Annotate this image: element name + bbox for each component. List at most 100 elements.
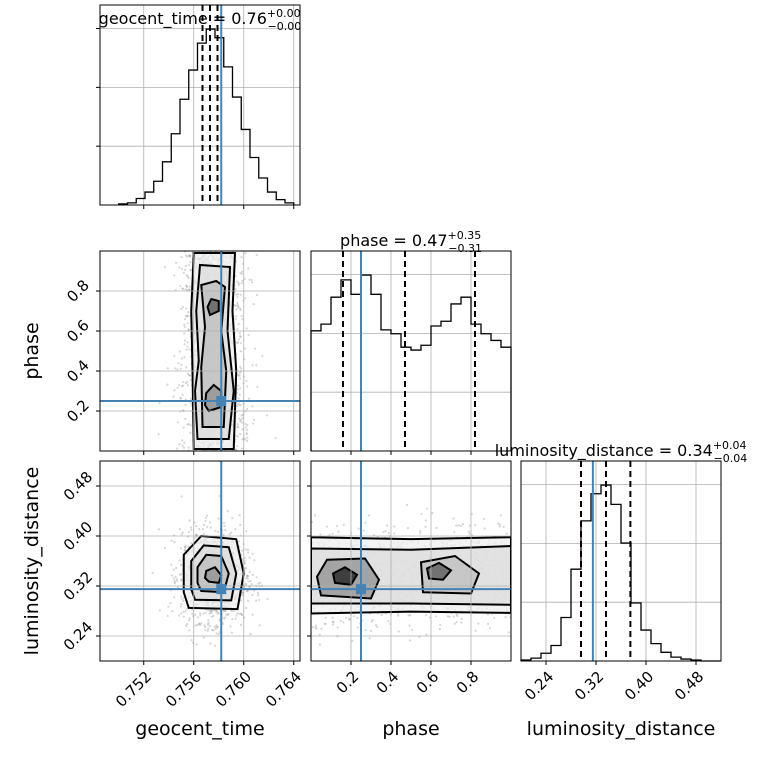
sample-point [257,582,260,585]
contour-phase-luminosity_distance-3 [419,554,481,595]
sample-point [178,528,182,531]
sample-point [255,253,258,256]
sample-point [237,338,241,341]
sample-point [178,266,181,269]
sample-point [184,403,187,406]
sample-point [186,314,189,318]
sample-point [237,305,240,308]
sample-point [184,544,187,547]
truth-point-geocent_time-phase [216,396,227,406]
sample-point [189,397,193,400]
sample-point [216,530,220,533]
sample-point [173,579,176,582]
sample-point [175,566,178,570]
sample-point [356,626,359,629]
sample-point [236,302,239,305]
sample-point [178,573,182,576]
sample-point [157,528,160,531]
sample-point [238,332,241,335]
sample-point [452,615,456,618]
sample-point [239,612,243,615]
sample-point [183,268,187,272]
sample-point [243,438,247,441]
title-value: luminosity_distance = 0.34 [495,441,713,461]
sample-point [190,404,193,407]
truth-point-phase-luminosity_distance [356,584,366,595]
sample-point [215,610,219,613]
sample-point [337,530,340,533]
sample-point [247,580,250,583]
sample-point [206,514,209,517]
sample-point [319,533,322,536]
sample-point [215,610,218,613]
sample-point [239,377,242,380]
sample-point [188,629,191,632]
sample-point [209,526,212,529]
sample-point [261,355,264,358]
sample-point [244,252,247,255]
contour-phase-luminosity_distance-4 [311,544,511,606]
sample-point [215,632,218,635]
sample-point [181,305,185,309]
sample-point [507,631,510,634]
tick-label-x-geocent_time-1: 0.756 [162,668,205,711]
sample-point [339,619,343,622]
sample-point [187,545,190,549]
sample-point [241,428,244,431]
sample-point [176,421,180,424]
sample-point [215,624,218,627]
title-err-minus: −0.31 [448,242,482,255]
sample-point [266,598,269,601]
sample-point [245,428,249,432]
sample-point [204,516,208,519]
sample-point [190,268,193,271]
sample-point [188,255,191,258]
sample-point [435,615,438,618]
sample-point [180,602,183,606]
sample-point [181,439,184,442]
sample-point [246,551,250,554]
sample-point [181,268,184,271]
sample-point [187,530,191,534]
sample-point [236,341,239,345]
tick-label-y-phase-0: 0.2 [63,396,93,426]
sample-point [188,519,191,522]
sample-point [257,594,260,597]
sample-point [424,525,427,528]
sample-point [226,510,229,513]
sample-point [353,615,356,618]
sample-point [221,609,225,612]
sample-point [183,323,186,326]
sample-point [188,374,191,377]
sample-point [408,639,412,642]
sample-point [486,622,490,625]
sample-point [222,617,226,620]
sample-point [246,424,249,427]
sample-point [170,539,173,542]
sample-point [315,627,318,630]
axis-title-x-phase: phase [382,718,439,740]
sample-point [188,288,191,291]
sample-point [218,494,221,498]
sample-point [245,432,248,435]
sample-point [311,625,315,629]
sample-point [244,548,247,551]
tick-label-y-phase-3: 0.8 [63,276,93,306]
sample-point [311,520,314,524]
sample-point [237,425,240,428]
sample-point [236,280,239,283]
sample-point [313,514,317,517]
sample-point [217,517,220,520]
tick-label-y-luminosity_distance-0: 0.24 [60,618,96,654]
sample-point [234,528,237,531]
sample-point [188,288,191,291]
sample-point [225,613,228,616]
sample-point [234,448,237,451]
tick-label-x-luminosity_distance-0: 0.24 [521,668,557,704]
sample-point [332,620,335,623]
tick-label-x-phase-0: 0.2 [333,668,363,698]
sample-point [364,521,367,524]
tick-label-x-phase-3: 0.8 [453,668,483,698]
panel-frame-geocent_time [99,4,301,206]
sample-point [178,443,181,446]
